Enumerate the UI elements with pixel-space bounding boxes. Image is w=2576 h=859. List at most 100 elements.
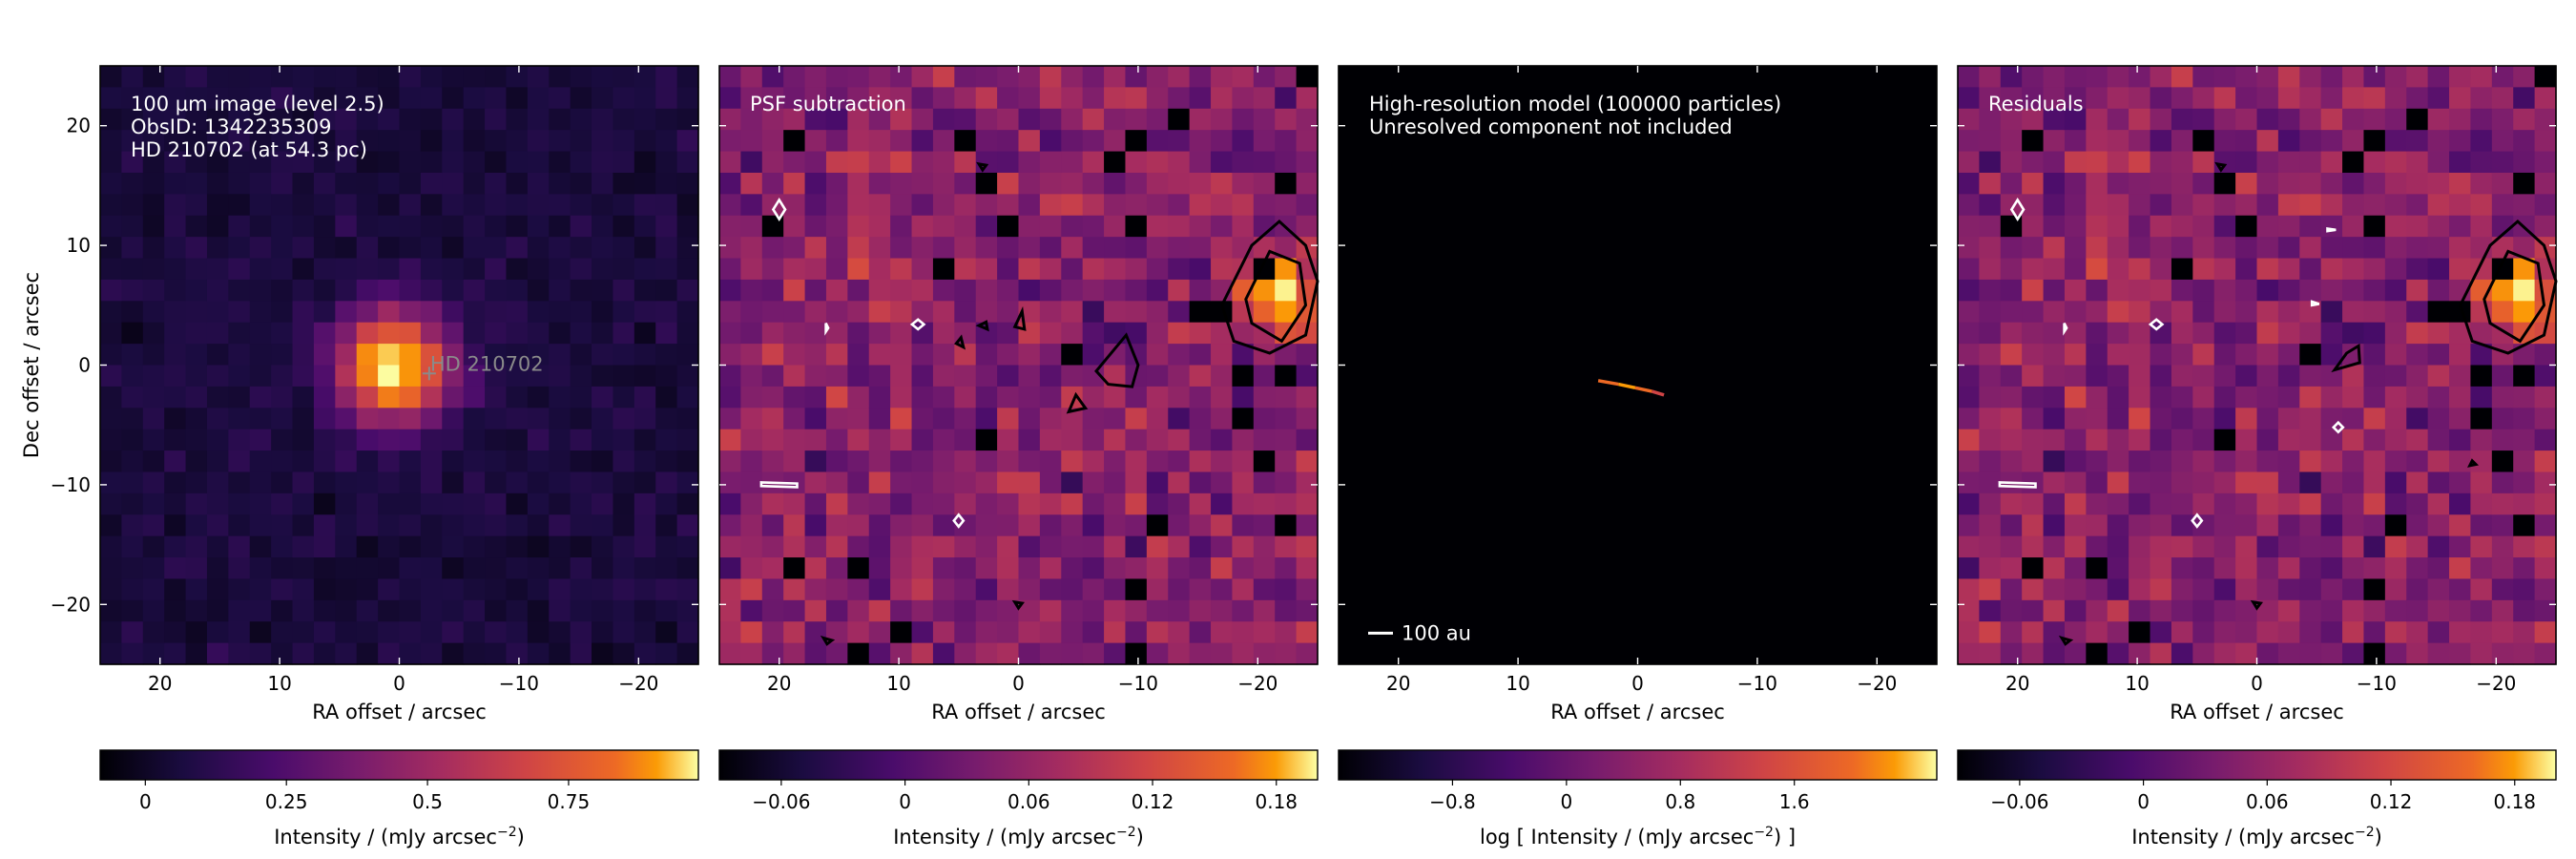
- heatmap-cell: [1146, 87, 1169, 110]
- heatmap-cell: [2192, 215, 2215, 238]
- heatmap-cell: [2384, 258, 2407, 281]
- heatmap-cell: [719, 344, 741, 367]
- heatmap-cell: [761, 535, 784, 558]
- heatmap-cell: [2213, 344, 2236, 367]
- heatmap-cell: [911, 344, 934, 367]
- heatmap-cell: [2277, 87, 2300, 110]
- heatmap-cell: [1275, 408, 1298, 430]
- heatmap-cell: [1189, 408, 1212, 430]
- heatmap-cell: [228, 87, 251, 110]
- heatmap-cell: [1211, 194, 1234, 217]
- heatmap-cell: [292, 215, 315, 238]
- heatmap-cell: [613, 557, 635, 580]
- heatmap-cell: [2213, 237, 2236, 260]
- heatmap-cell: [442, 386, 465, 409]
- heatmap-cell: [1958, 301, 1980, 324]
- heatmap-cell: [2150, 365, 2172, 388]
- heatmap-cell: [719, 578, 741, 601]
- heatmap-cell: [2213, 108, 2236, 131]
- heatmap-cell: [485, 301, 508, 324]
- heatmap-cell: [2171, 258, 2193, 281]
- heatmap-cell: [335, 258, 358, 281]
- heatmap-cell: [100, 492, 122, 515]
- heatmap-cell: [2213, 429, 2236, 451]
- heatmap-cell: [2171, 535, 2193, 558]
- heatmap-cell: [1253, 194, 1276, 217]
- heatmap-cell: [121, 365, 144, 388]
- x-axis-label: RA offset / arcsec: [931, 701, 1106, 723]
- x-tick-label: 10: [2125, 672, 2149, 695]
- heatmap-cell: [847, 172, 870, 195]
- heatmap-cell: [164, 365, 187, 388]
- negative-contour: [2009, 197, 2025, 221]
- heatmap-cell: [1039, 301, 1062, 324]
- heatmap-cell: [2513, 642, 2536, 665]
- heatmap-cell: [634, 408, 656, 430]
- heatmap-cell: [761, 87, 784, 110]
- heatmap-cell: [847, 557, 870, 580]
- colorbar-tick-label: 0.06: [2246, 790, 2289, 813]
- heatmap-cell: [2000, 279, 2023, 302]
- panel-annotation: 100 µm image (level 2.5): [131, 93, 384, 115]
- heatmap-cell: [2086, 130, 2109, 153]
- heatmap-cell: [2192, 642, 2215, 665]
- heatmap-cell: [847, 535, 870, 558]
- heatmap-cell: [2427, 66, 2450, 88]
- heatmap-cell: [249, 258, 272, 281]
- heatmap-cell: [2086, 301, 2109, 324]
- heatmap-cell: [911, 365, 934, 388]
- heatmap-cell: [2171, 578, 2193, 601]
- heatmap-cell: [249, 621, 272, 644]
- heatmap-cell: [399, 258, 422, 281]
- heatmap-cell: [975, 429, 998, 451]
- heatmap-cell: [185, 599, 208, 622]
- heatmap-cell: [1039, 408, 1062, 430]
- heatmap-cell: [2513, 450, 2536, 473]
- heatmap-cell: [1146, 599, 1169, 622]
- heatmap-cell: [1018, 557, 1041, 580]
- heatmap-cell: [932, 578, 955, 601]
- heatmap-cell: [442, 535, 465, 558]
- heatmap-cell: [655, 450, 678, 473]
- heatmap-cell: [2363, 279, 2386, 302]
- heatmap-cell: [676, 279, 699, 302]
- heatmap-cell: [890, 172, 913, 195]
- heatmap-cell: [783, 66, 806, 88]
- heatmap-cell: [570, 322, 592, 345]
- heatmap-cell: [954, 151, 977, 174]
- heatmap-cell: [1168, 557, 1191, 580]
- contour-line: [1011, 599, 1025, 611]
- heatmap-cell: [1275, 492, 1298, 515]
- heatmap-cell: [121, 194, 144, 217]
- heatmap-cell: [228, 599, 251, 622]
- heatmap-cell: [1104, 621, 1127, 644]
- heatmap-cell: [2235, 450, 2258, 473]
- heatmap-cell: [1296, 344, 1319, 367]
- heatmap-cell: [206, 386, 229, 409]
- heatmap-cell: [655, 386, 678, 409]
- heatmap-cell: [932, 535, 955, 558]
- heatmap-cell: [2150, 557, 2172, 580]
- heatmap-cell: [356, 429, 379, 451]
- heatmap-cell: [506, 279, 529, 302]
- heatmap-cell: [2299, 450, 2322, 473]
- heatmap-cell: [2256, 108, 2279, 131]
- heatmap-cell: [890, 578, 913, 601]
- heatmap-cell: [1082, 599, 1105, 622]
- heatmap-cell: [719, 492, 741, 515]
- heatmap-cell: [655, 215, 678, 238]
- heatmap-cell: [1979, 557, 2002, 580]
- heatmap-cell: [932, 599, 955, 622]
- heatmap-cell: [271, 386, 294, 409]
- heatmap-cell: [356, 492, 379, 515]
- heatmap-cell: [527, 87, 550, 110]
- heatmap-cell: [506, 450, 529, 473]
- heatmap-cell: [2342, 237, 2365, 260]
- heatmap-cell: [292, 365, 315, 388]
- heatmap-cell: [592, 450, 614, 473]
- heatmap-cell: [2022, 279, 2045, 302]
- heatmap-cell: [2235, 194, 2258, 217]
- heatmap-cell: [997, 279, 1020, 302]
- heatmap-cell: [378, 429, 401, 451]
- heatmap-cell: [1979, 344, 2002, 367]
